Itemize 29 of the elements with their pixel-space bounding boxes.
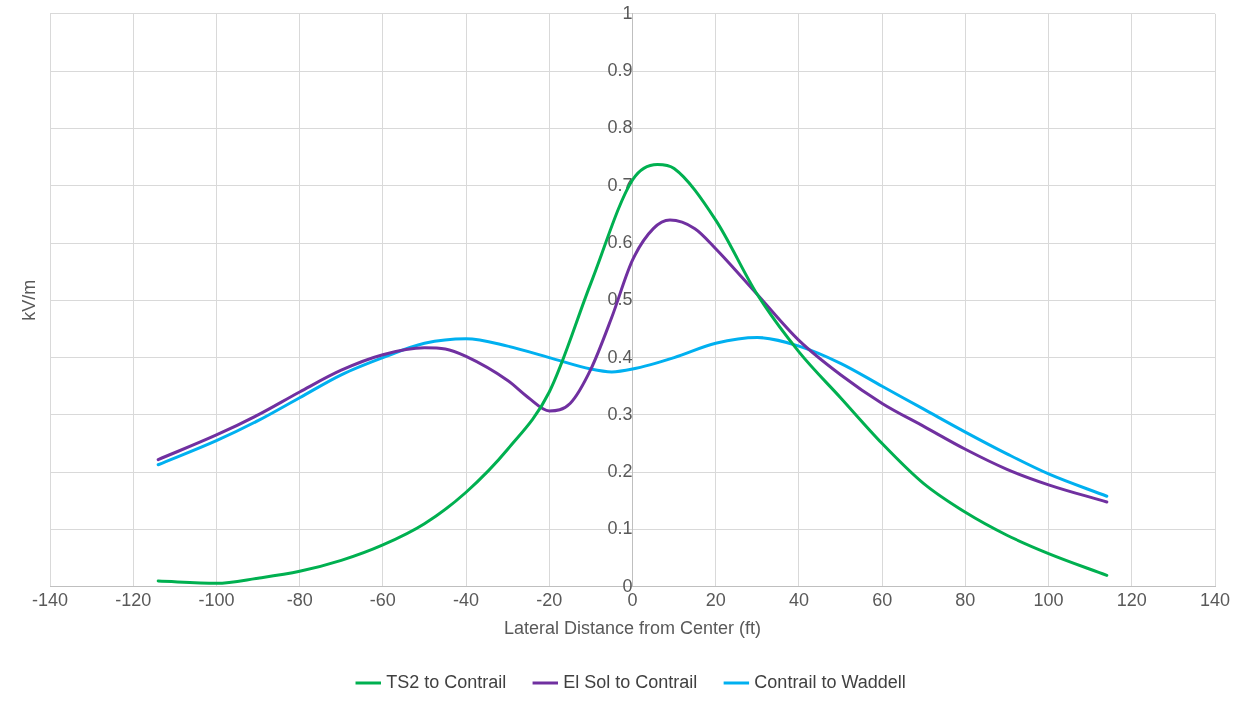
x-tick-label: -100 [198,589,235,610]
x-tick-label: -80 [286,589,313,610]
x-tick-label: -60 [369,589,396,610]
line-series [156,336,1109,498]
x-tick-label: 140 [1199,589,1231,610]
x-tick-label: 60 [872,589,893,610]
x-tick-label: 100 [1033,589,1064,610]
y-tick-label: 0.1 [607,518,633,539]
x-tick-label: 80 [955,589,976,610]
x-tick-label: 120 [1116,589,1147,610]
y-tick-label: 0.2 [607,461,633,482]
x-axis-title: Lateral Distance from Center (ft) [503,618,762,639]
x-tick-label: -140 [31,589,69,610]
x-tick-label: 20 [705,589,726,610]
y-axis-title: kV/m [18,279,39,321]
y-tick-label: 0.9 [607,60,633,81]
legend-label: Contrail to Waddell [754,671,906,692]
x-tick-label: 40 [788,589,809,610]
x-tick-label: -120 [115,589,152,610]
y-tick-label: 0.4 [607,346,633,367]
y-tick-label: 1 [622,2,633,23]
y-tick-label: 0.8 [607,117,633,138]
line-series [156,218,1109,504]
legend-label: TS2 to Contrail [386,671,507,692]
legend-label: El Sol to Contrail [563,671,698,692]
y-tick-label: 0.3 [607,403,633,424]
x-tick-label: -40 [453,589,480,610]
x-tick-label: -20 [536,589,563,610]
y-tick-label: 0.6 [607,231,633,252]
